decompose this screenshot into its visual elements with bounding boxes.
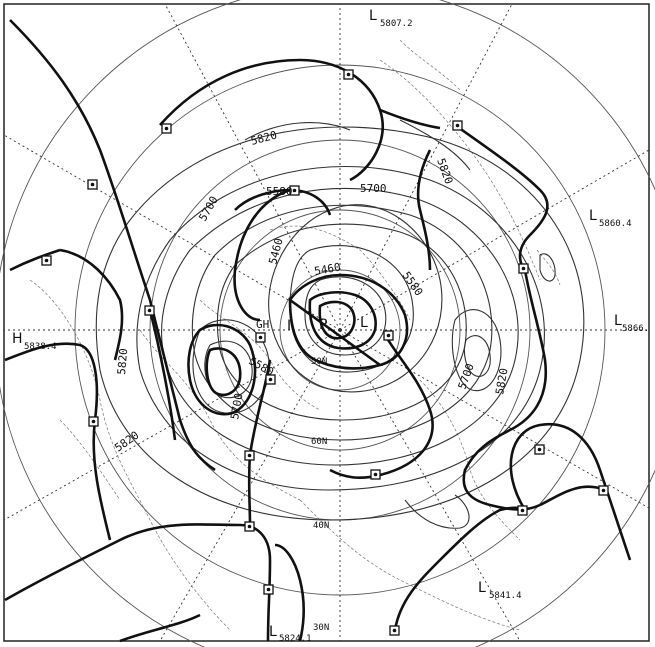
svg-text:5824.1: 5824.1 [279, 634, 312, 644]
contour-label: 5820 [249, 128, 278, 147]
pressure-center: L 5841.4 [478, 580, 522, 601]
center-glyph: P [319, 317, 327, 333]
latitude-label: 60N [311, 437, 327, 447]
pressure-center: L 5866. [614, 313, 649, 334]
svg-text:5838.4: 5838.4 [24, 342, 57, 352]
svg-text:L: L [589, 208, 597, 224]
svg-text:5841.4: 5841.4 [489, 591, 522, 601]
svg-text:H: H [12, 331, 23, 347]
contour-label: 5580 [400, 269, 426, 298]
svg-text:5866.: 5866. [622, 324, 649, 334]
center-glyph-group: GH P L I [256, 315, 368, 334]
contour-label: 5700 [456, 362, 477, 391]
contour-label: 5820 [434, 157, 455, 186]
meridian-lines [3, 3, 650, 642]
latitude-label-group: 60N 50N 40N 30N [311, 357, 329, 633]
contour-label: 5700 [360, 182, 387, 195]
latitude-label: 50N [311, 357, 327, 367]
contour-label: 5460 [313, 261, 341, 278]
thick-lines [4, 19, 632, 643]
contour-label-group: 5820 5700 5580 5460 5580 5700 5820 5700 … [112, 128, 510, 454]
svg-text:L: L [478, 580, 486, 596]
center-glyph: I [287, 318, 291, 334]
contour-label: 5820 [115, 348, 130, 376]
height-contours-thin [95, 119, 585, 529]
pressure-center: H 5838.4 [12, 331, 57, 352]
center-glyph: GH [256, 318, 269, 331]
contour-label: 5700 [196, 194, 221, 223]
svg-text:L: L [614, 313, 622, 329]
contour-label: 5700 [228, 392, 245, 420]
svg-text:L: L [269, 624, 277, 640]
pressure-center: L 5860.4 [589, 208, 632, 229]
contour-label: 5580 [247, 354, 276, 379]
coastlines [29, 39, 561, 631]
pressure-center: L 5807.2 [369, 8, 413, 29]
svg-text:L: L [369, 8, 377, 24]
svg-text:5807.2: 5807.2 [380, 19, 413, 29]
map-frame [3, 3, 650, 642]
latitude-label: 40N [313, 521, 329, 531]
contour-label: 5820 [493, 367, 510, 395]
pressure-center: L 5824.1 [269, 624, 312, 644]
station-markers [41, 69, 609, 636]
center-glyph: L [360, 315, 368, 331]
latitude-label: 30N [313, 623, 329, 633]
svg-text:5860.4: 5860.4 [599, 219, 632, 229]
pressure-center-group: L 5807.2 L 5860.4 L 5866. H 5838.4 L 584… [12, 8, 649, 644]
contour-label: 5820 [112, 429, 141, 455]
contour-label: 5580 [266, 185, 293, 198]
